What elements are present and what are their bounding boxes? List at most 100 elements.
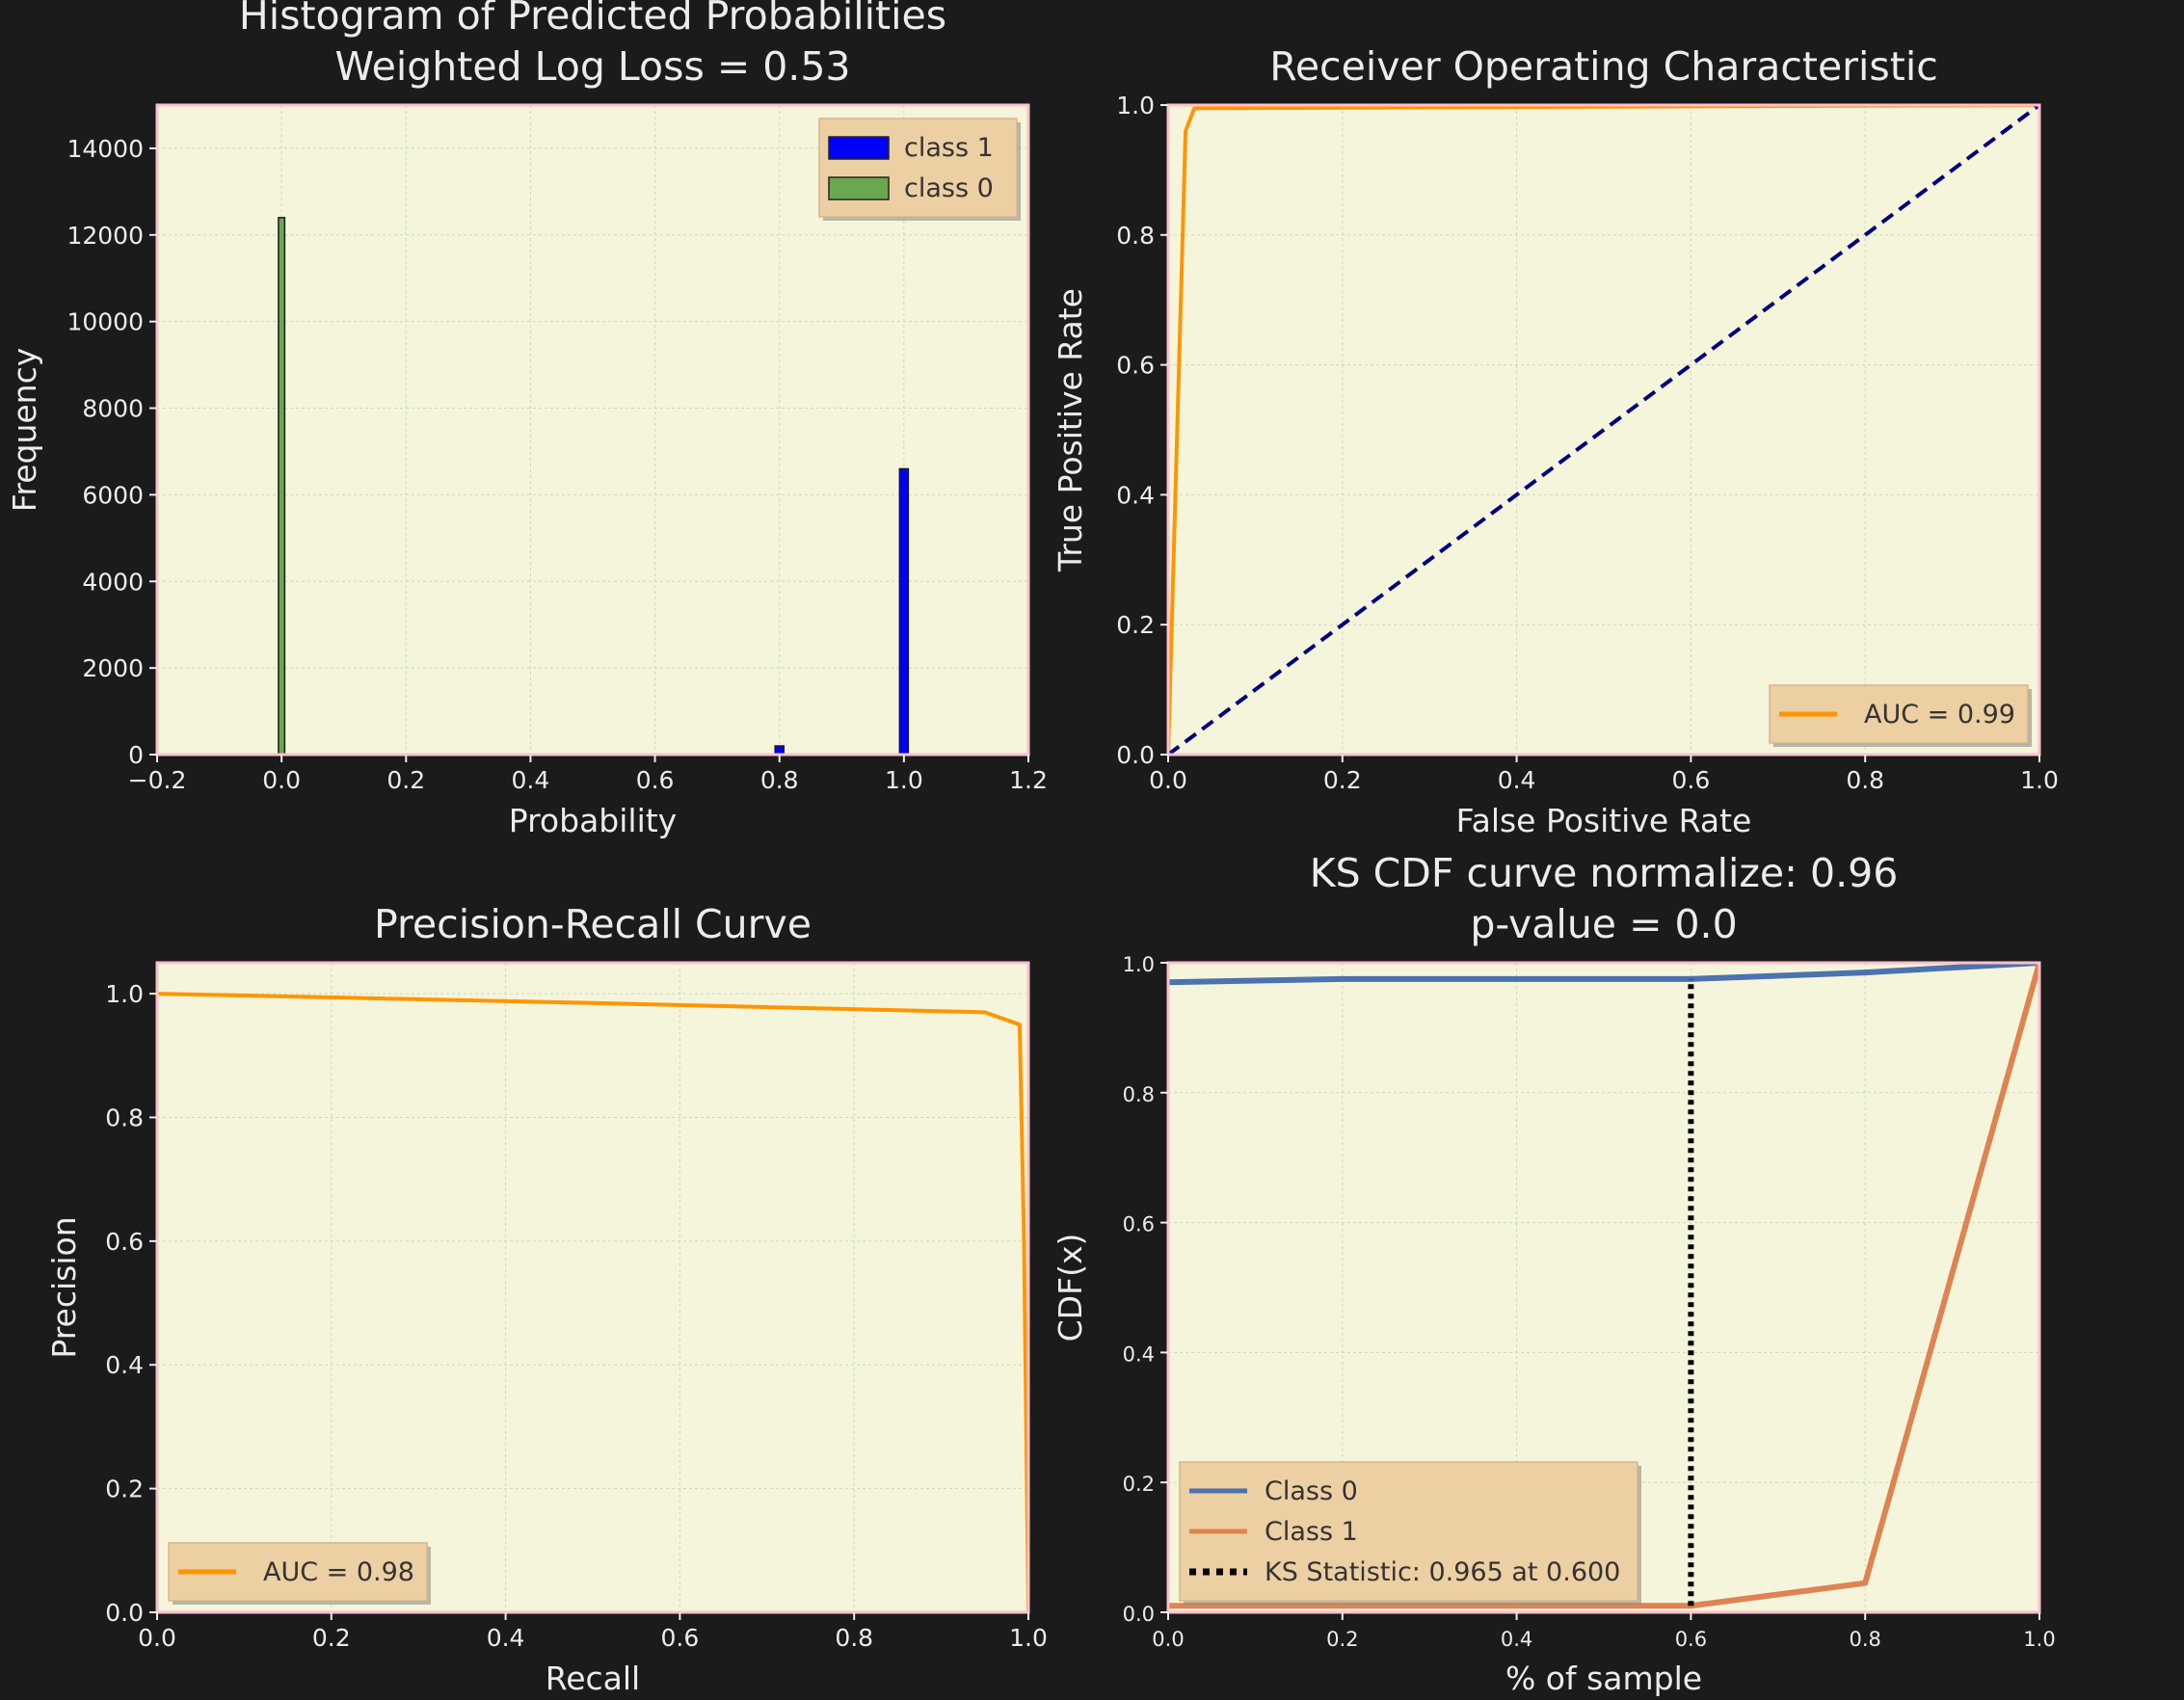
hist-ytick-label: 6000 (82, 481, 144, 509)
hist-xtick-label: 0.6 (636, 766, 675, 794)
hist-xtick-label: 0.2 (386, 766, 425, 794)
roc-xtick-label: 0.6 (1672, 766, 1711, 794)
ks-marks (1168, 963, 2039, 1609)
pr-xtick-label: 0.4 (487, 1624, 525, 1652)
hist-legend-swatch (828, 136, 890, 160)
ks-ytick-label: 0.8 (1123, 1083, 1155, 1106)
hist-xtick-label: 1.0 (885, 766, 923, 794)
ks-series-line (1168, 963, 2039, 1609)
hist-bar (898, 467, 910, 755)
roc-xtick-label: 0.4 (1498, 766, 1536, 794)
roc-ytick-label: 0.6 (1116, 352, 1155, 380)
hist-legend-swatch (828, 176, 890, 200)
roc-xtick-label: 0.2 (1323, 766, 1362, 794)
ks-xtick-label: 0.2 (1326, 1628, 1358, 1651)
ks-legend-label: KS Statistic: 0.965 at 0.600 (1265, 1557, 1620, 1587)
roc-legend-box (1769, 684, 2029, 744)
pr-ytick-label: 0.8 (105, 1103, 144, 1131)
roc-xtick-label: 0.8 (1846, 766, 1884, 794)
roc-xtick-label: 0.0 (1149, 766, 1187, 794)
ks-panel: 0.0 0.2 0.4 0.6 0.8 1.0 0.0 0.2 0.4 0.6 0.8 1.0 % of… (1052, 850, 2056, 1697)
pr-ytick-label: 1.0 (105, 980, 144, 1008)
hist-panel: −0.2 0.0 0.2 0.4 0.6 0.8 1.0 1.2 0 2000 4000 6000 80… (6, 0, 1048, 839)
hist-ylabel: Frequency (6, 348, 43, 512)
roc-ytick-label: 0.2 (1116, 611, 1155, 639)
roc-xlabel: False Positive Rate (1456, 802, 1752, 839)
roc-series-line (1168, 105, 2039, 755)
hist-bar (278, 217, 286, 755)
hist-xtick-label: 1.2 (1009, 766, 1048, 794)
hist-xlabel: Probability (509, 802, 677, 839)
roc-panel: 0.0 0.2 0.4 0.6 0.8 1.0 0.0 0.2 0.4 0.6 0.8 1.0 Fals… (1052, 43, 2059, 839)
pr-ytick-label: 0.6 (105, 1228, 144, 1256)
roc-frame (1166, 103, 2041, 757)
roc-xtick-label: 1.0 (2020, 766, 2059, 794)
hist-legend-label: class 1 (904, 133, 994, 163)
pr-ytick-label: 0.4 (105, 1351, 144, 1379)
hist-frame (155, 103, 1030, 757)
roc-ytick-label: 0.0 (1116, 741, 1155, 769)
pr-plot-area (157, 963, 1028, 1612)
ks-xtick-label: 0.4 (1501, 1628, 1532, 1651)
ks-xtick-label: 0.0 (1152, 1628, 1184, 1651)
hist-ytick-label: 12000 (67, 222, 144, 250)
hist-legend: class 1 class 0 (818, 118, 1021, 221)
pr-ytick-label: 0.2 (105, 1475, 144, 1503)
hist-ytick-label: 14000 (67, 135, 144, 163)
roc-marks (1168, 105, 2039, 755)
ks-ytick-label: 0.0 (1123, 1603, 1155, 1626)
hist-ytick-label: 0 (128, 741, 144, 769)
ks-xlabel: % of sample (1505, 1660, 1702, 1697)
pr-xtick-label: 0.6 (661, 1624, 700, 1652)
ks-legend: Class 0 Class 1 KS Statistic: 0.965 at 0.6… (1179, 1461, 1641, 1605)
hist-xtick-label: 0.4 (512, 766, 550, 794)
hist-title-line: Histogram of Predicted Probabilities (239, 0, 946, 39)
hist-xtick-label: 0.0 (262, 766, 301, 794)
hist-legend-label: class 0 (904, 173, 994, 203)
pr-xtick-label: 0.2 (312, 1624, 351, 1652)
pr-series-line (157, 992, 1028, 1612)
pr-ylabel: Precision (45, 1216, 83, 1358)
hist-legend-box (818, 118, 1018, 218)
hist-ytick-label: 10000 (67, 308, 144, 336)
hist-ytick-label: 4000 (82, 568, 144, 596)
pr-legend: AUC = 0.98 (168, 1542, 431, 1605)
pr-frame (155, 961, 1030, 1614)
hist-ytick-label: 8000 (82, 395, 144, 423)
pr-legend-label: AUC = 0.98 (263, 1557, 414, 1587)
hist-ytick-label: 2000 (82, 654, 144, 682)
ks-ytick-label: 1.0 (1123, 953, 1155, 976)
roc-series-line (1168, 105, 2039, 755)
ks-legend-label: Class 1 (1265, 1517, 1358, 1547)
ks-series-line (1168, 963, 2039, 986)
ks-ytick-label: 0.4 (1123, 1342, 1155, 1366)
roc-title-line: Receiver Operating Characteristic (1269, 43, 1938, 90)
pr-ytick-label: 0.0 (105, 1599, 144, 1627)
ks-xtick-label: 0.6 (1675, 1628, 1707, 1651)
ks-ytick-label: 0.2 (1123, 1473, 1155, 1496)
pr-xlabel: Recall (546, 1660, 640, 1697)
roc-legend-label: AUC = 0.99 (1864, 700, 2015, 730)
pr-xtick-label: 1.0 (1009, 1624, 1048, 1652)
pr-panel: 0.0 0.2 0.4 0.6 0.8 1.0 0.0 0.2 0.4 0.6 0.8 1.0 Reca… (45, 901, 1048, 1697)
hist-xtick-label: −0.2 (128, 766, 187, 794)
ks-xtick-label: 1.0 (2023, 1628, 2055, 1651)
roc-legend: AUC = 0.99 (1769, 684, 2032, 747)
pr-xtick-label: 0.8 (835, 1624, 873, 1652)
hist-xtick-label: 0.8 (760, 766, 799, 794)
roc-ytick-label: 0.4 (1116, 481, 1155, 509)
ks-legend-box (1179, 1461, 1638, 1602)
hist-title-line: Weighted Log Loss = 0.53 (334, 43, 850, 90)
pr-marks (157, 992, 1028, 1612)
pr-xtick-label: 0.0 (138, 1624, 176, 1652)
ks-frame (1166, 961, 2041, 1614)
ks-legend-label: Class 0 (1265, 1476, 1358, 1506)
ks-ytick-label: 0.6 (1123, 1213, 1155, 1236)
ks-ylabel: CDF(x) (1052, 1234, 1089, 1342)
roc-ytick-label: 1.0 (1116, 92, 1155, 120)
ks-title-line: KS CDF curve normalize: 0.96 (1310, 850, 1899, 896)
roc-ylabel: True Positive Rate (1052, 288, 1089, 572)
ks-title-line: p-value = 0.0 (1470, 901, 1737, 947)
pr-title-line: Precision-Recall Curve (374, 901, 812, 947)
